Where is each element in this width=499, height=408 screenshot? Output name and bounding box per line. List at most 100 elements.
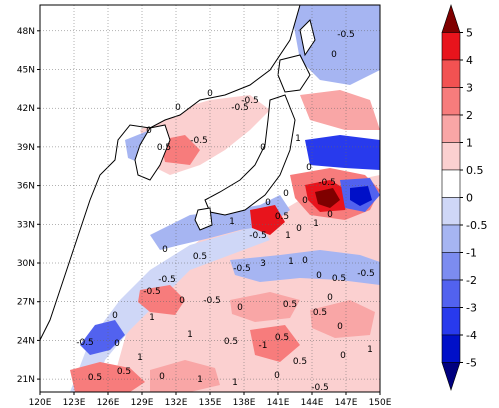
contour-label: 0 — [179, 296, 185, 306]
lon-tick-label: 138E — [233, 398, 256, 408]
lon-tick-label: 150E — [369, 398, 392, 408]
contour-label: 1 — [187, 330, 193, 340]
contour-labels: -0.50-0.5-0.50-0.500.5010-0.5000100.50-0… — [76, 30, 375, 393]
lon-tick-label: 135E — [199, 398, 222, 408]
lat-tick-label: 30N — [17, 259, 35, 269]
colorbar-swatch — [441, 334, 461, 363]
contour-label: -0.5 — [76, 338, 94, 348]
positive-anomaly-region — [110, 175, 380, 392]
contour-label: -0.5 — [357, 269, 375, 279]
colorbar-label: 5 — [466, 27, 473, 40]
positive-anomaly-core — [250, 325, 300, 362]
coastlines — [40, 5, 316, 341]
lon-tick-label: 144E — [301, 398, 324, 408]
contour-label: 1 — [149, 313, 155, 323]
contour-label: 0.5 — [283, 300, 297, 310]
kuroshio-negative-core — [350, 186, 372, 206]
contour-label: -0.5 — [233, 264, 251, 274]
latitude-tick-labels: 21N 24N 27N 30N 33N 36N 39N 42N 45N 48N — [17, 27, 40, 385]
colorbar-label: 4 — [466, 54, 473, 67]
contour-label: 0 — [274, 371, 280, 381]
colorbar-swatch — [441, 224, 461, 253]
kuroshio-max — [315, 188, 340, 208]
colorbar-label: 1 — [466, 137, 473, 150]
contour-label: -0.5 — [318, 178, 336, 188]
contour-label: 0 — [162, 245, 168, 255]
contour-label: 0 — [159, 372, 165, 382]
contour-label: 0.5 — [88, 373, 102, 383]
lon-tick-label: 123E — [63, 398, 86, 408]
colorbar-label: -1 — [466, 247, 477, 260]
contour-label: -0.5 — [143, 287, 161, 297]
contour-label: 0.5 — [157, 143, 171, 153]
contour-label: 0 — [175, 103, 181, 113]
contour-label: 0 — [316, 271, 322, 281]
colorbar-label: -4 — [466, 329, 477, 342]
lon-tick-label: 120E — [29, 398, 52, 408]
contour-label: 0 — [260, 143, 266, 153]
contour-label: -0.5 — [231, 103, 249, 113]
lat-tick-label: 48N — [17, 27, 35, 37]
honshu — [204, 94, 296, 216]
colorbar-swatch — [441, 59, 461, 88]
colorbar-label: -2 — [466, 274, 477, 287]
north-negative — [305, 135, 380, 170]
colorbar-swatch — [441, 87, 461, 116]
positive-anomaly-core — [70, 362, 145, 392]
okhotsk-negative — [290, 5, 380, 85]
lon-tick-label: 126E — [97, 398, 120, 408]
colorbar-swatch — [441, 142, 461, 171]
colorbar: 5 4 3 2 1 0.5 0 -0.5 -1 -2 -3 -4 -5 — [441, 4, 487, 391]
contour-label: -0.5 — [190, 136, 208, 146]
continent — [40, 5, 301, 341]
contour-label: 0 — [296, 224, 302, 234]
lat-tick-label: 36N — [17, 182, 35, 192]
south-japan-positive — [250, 205, 285, 235]
contour-label: 0 — [306, 163, 312, 173]
positive-anomaly-core — [230, 292, 300, 322]
contour-label: 1 — [229, 217, 235, 227]
contour-label: 0 — [283, 189, 289, 199]
colorbar-label: 0.5 — [466, 164, 484, 177]
colorbar-swatch — [441, 252, 461, 281]
colorbar-swatch — [441, 169, 461, 198]
colorbar-swatch — [441, 114, 461, 143]
lat-tick-label: 21N — [17, 375, 35, 385]
contour-label: -0.5 — [249, 231, 267, 241]
colorbar-swatch — [441, 307, 461, 336]
colorbar-label: -5 — [466, 357, 477, 370]
contour-label: 0.5 — [313, 308, 327, 318]
contour-label: 0.5 — [293, 357, 307, 367]
contour-label: 0 — [114, 339, 120, 349]
lat-tick-label: 45N — [17, 66, 35, 76]
positive-anomaly-core — [150, 360, 220, 392]
contour-label: 1 — [288, 257, 294, 267]
lon-tick-label: 129E — [131, 398, 154, 408]
positive-anomaly-core — [138, 285, 185, 315]
contour-label: 0 — [340, 351, 346, 361]
contour-label: 0.5 — [275, 212, 289, 222]
contour-label: 0.5 — [332, 274, 346, 284]
contour-label: 0 — [146, 126, 152, 136]
lat-tick-label: 42N — [17, 104, 35, 114]
lat-tick-label: 33N — [17, 220, 35, 230]
lon-tick-label: 147E — [335, 398, 358, 408]
contour-label: -0.5 — [337, 30, 355, 40]
contour-label: 1 — [367, 345, 373, 355]
east-hokkaido-positive — [300, 90, 380, 130]
contour-label: 1 — [313, 219, 319, 229]
contour-label: -0.5 — [203, 296, 221, 306]
contour-label: 1 — [295, 134, 301, 144]
contour-label: -1 — [259, 341, 268, 351]
lon-tick-label: 141E — [267, 398, 290, 408]
contour-label: 0 — [265, 198, 271, 208]
contour-label: 0 — [302, 256, 308, 266]
colorbar-label: 3 — [466, 82, 473, 95]
sakhalin — [299, 19, 316, 57]
contour-label: 1 — [137, 353, 143, 363]
colorbar-swatch — [441, 279, 461, 308]
korean-peninsula — [134, 124, 171, 181]
contour-label: 0.5 — [117, 367, 131, 377]
lat-tick-label: 27N — [17, 298, 35, 308]
